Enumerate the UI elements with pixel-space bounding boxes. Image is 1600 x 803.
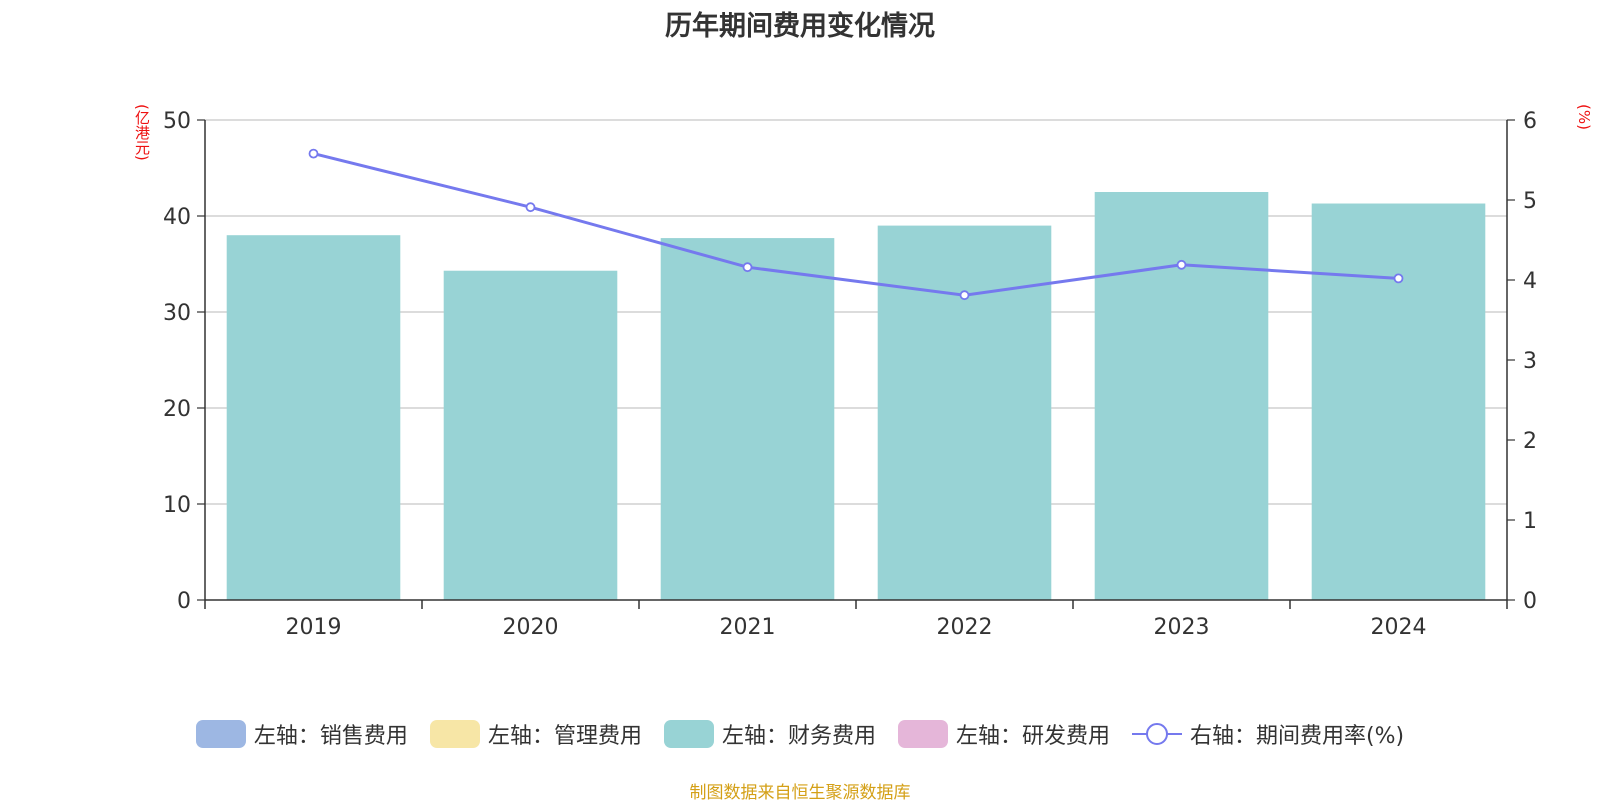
x-axis-label-2021: 2021 — [720, 615, 776, 640]
legend-item[interactable]: 左轴：管理费用 — [429, 718, 642, 750]
expense-rate-point-2019 — [308, 148, 319, 159]
legend-label: 左轴：研发费用 — [955, 724, 1110, 749]
legend-swatch — [897, 720, 948, 748]
right-axis-unit: (%) — [1575, 104, 1593, 130]
legend-swatch — [1131, 723, 1182, 745]
legend-label: 左轴：财务费用 — [721, 724, 876, 749]
left-axis-tick-label: 20 — [163, 397, 191, 422]
chart-title: 历年期间费用变化情况 — [665, 11, 935, 42]
expense-rate-point-2023 — [1176, 259, 1187, 270]
expense-rate-point-2024 — [1393, 273, 1404, 284]
bar-2024 — [1311, 203, 1486, 600]
expense-rate-point-2021 — [742, 262, 753, 273]
bar-2020 — [443, 270, 618, 600]
legend-item[interactable]: 左轴：研发费用 — [897, 718, 1110, 750]
legend-swatch — [663, 720, 714, 748]
right-axis-tick-label: 4 — [1523, 269, 1537, 294]
right-axis-tick-label: 2 — [1523, 429, 1537, 454]
legend-label: 左轴：销售费用 — [253, 724, 408, 749]
data-source: 制图数据来自恒生聚源数据库 — [689, 783, 911, 803]
x-axis-label-2020: 2020 — [503, 615, 559, 640]
x-axis-label-2023: 2023 — [1154, 615, 1210, 640]
right-axis-tick-label: 0 — [1523, 589, 1537, 614]
left-axis-tick-label: 50 — [163, 109, 191, 134]
right-axis-tick-label: 1 — [1523, 509, 1537, 534]
left-axis-tick-label: 30 — [163, 301, 191, 326]
legend-item[interactable]: 左轴：销售费用 — [195, 718, 408, 750]
left-axis-tick-label: 0 — [177, 589, 191, 614]
legend-swatch — [195, 720, 246, 748]
legend-swatch — [429, 720, 480, 748]
x-axis-label-2022: 2022 — [937, 615, 993, 640]
expense-rate-point-2020 — [525, 202, 536, 213]
right-axis-tick-label: 3 — [1523, 349, 1537, 374]
legend: 左轴：销售费用 左轴：管理费用 左轴：财务费用 左轴：研发费用 右轴：期间费用率(%) — [0, 718, 1600, 750]
legend-label: 左轴：管理费用 — [487, 724, 642, 749]
expense-rate-line — [313, 152, 1399, 297]
right-axis-tick-label: 5 — [1523, 189, 1537, 214]
left-axis-unit: (亿港元) — [133, 104, 151, 161]
x-axis-label-2019: 2019 — [286, 615, 342, 640]
right-axis-tick-label: 6 — [1523, 109, 1537, 134]
x-axis-label-2024: 2024 — [1371, 615, 1427, 640]
expense-rate-point-2022 — [959, 290, 970, 301]
bar-2022 — [877, 225, 1052, 600]
legend-item[interactable]: 右轴：期间费用率(%) — [1131, 718, 1405, 750]
legend-label: 右轴：期间费用率(%) — [1189, 724, 1405, 749]
bar-2023 — [1094, 192, 1269, 600]
legend-item[interactable]: 左轴：财务费用 — [663, 718, 876, 750]
bar-2019 — [226, 235, 401, 600]
left-axis-tick-label: 40 — [163, 205, 191, 230]
left-axis-tick-label: 10 — [163, 493, 191, 518]
bar-2021 — [660, 238, 835, 600]
